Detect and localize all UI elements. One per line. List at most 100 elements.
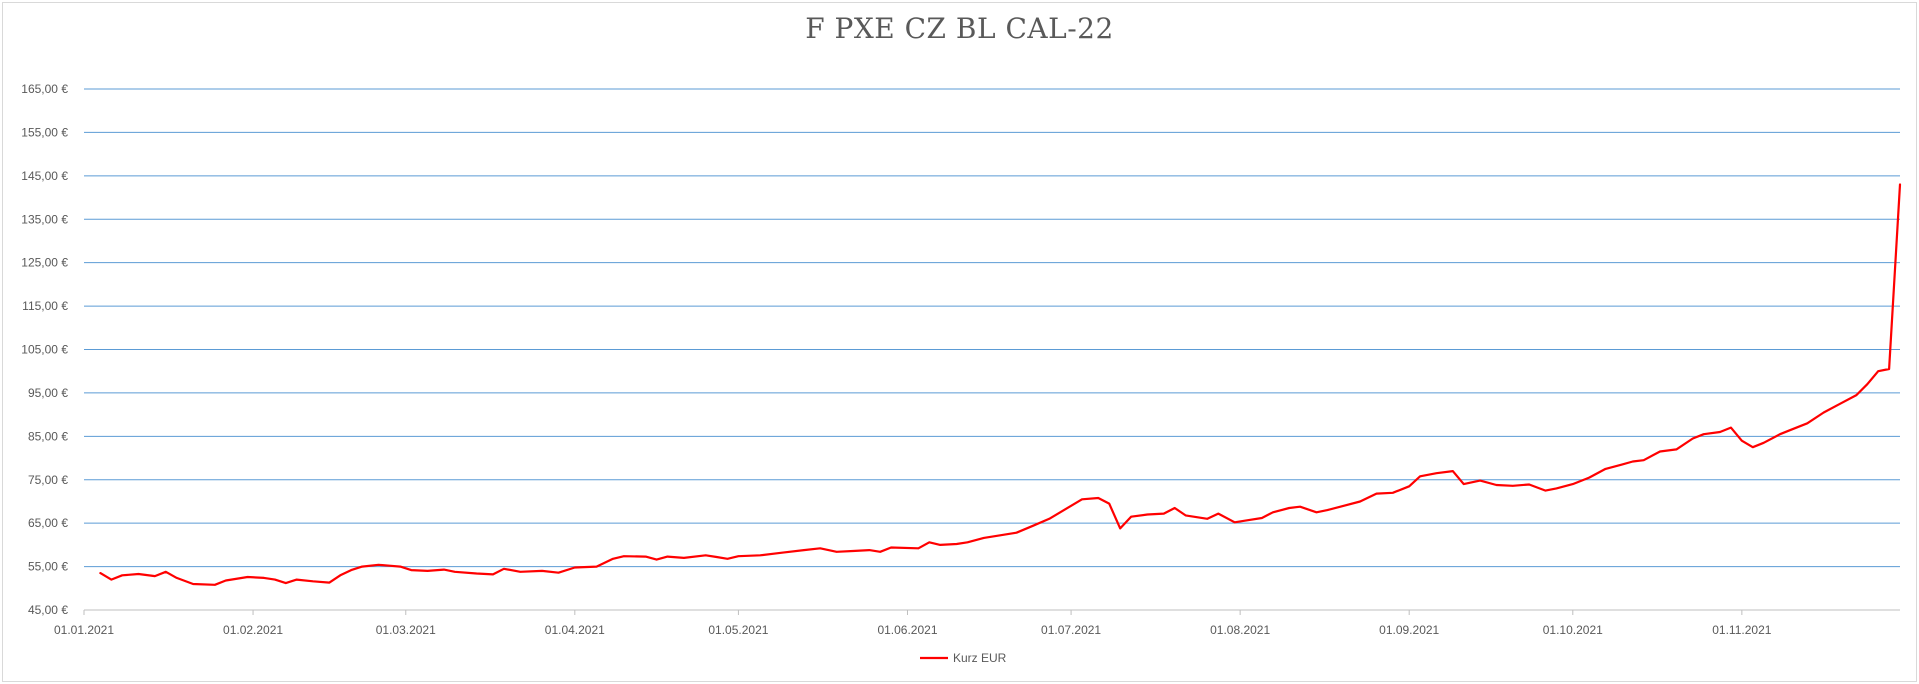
x-tick-label: 01.02.2021 (223, 623, 283, 637)
data-point (1059, 511, 1061, 514)
series-line (99, 183, 1902, 586)
data-point (1375, 492, 1378, 495)
data-point (1790, 429, 1792, 431)
data-point (175, 577, 178, 579)
x-tick-label: 01.04.2021 (545, 623, 605, 637)
data-point (165, 570, 167, 573)
y-tick-label: 55,00 € (28, 560, 68, 574)
data-point (1762, 442, 1765, 444)
data-point (454, 570, 456, 573)
data-point (781, 551, 783, 554)
data-point (1899, 183, 1901, 186)
data-point (1244, 519, 1247, 522)
data-point (1315, 511, 1318, 514)
x-tick-label: 01.11.2021 (1712, 623, 1771, 637)
data-point (1877, 370, 1879, 373)
data-point (557, 571, 560, 574)
data-point (1419, 475, 1421, 478)
data-point (1261, 517, 1263, 519)
data-point (1730, 426, 1732, 429)
data-point (1588, 476, 1590, 479)
data-point (492, 573, 494, 576)
y-tick-label: 65,00 € (28, 516, 68, 530)
data-point (388, 564, 391, 567)
y-tick-label: 105,00 € (21, 343, 68, 357)
data-point (852, 550, 854, 552)
x-tick-label: 01.06.2021 (877, 623, 937, 637)
data-point (224, 579, 227, 582)
data-point (983, 537, 985, 539)
data-point (1779, 433, 1781, 435)
x-tick-label: 01.09.2021 (1379, 623, 1439, 637)
data-point (426, 570, 429, 572)
data-point (644, 555, 647, 558)
data-point (1528, 483, 1530, 486)
data-point (350, 569, 353, 571)
data-point (361, 565, 363, 568)
data-point (121, 574, 123, 577)
x-tick-label: 01.10.2021 (1543, 623, 1603, 637)
y-tick-label: 75,00 € (28, 473, 68, 487)
data-point (192, 583, 194, 585)
data-point (1659, 450, 1661, 453)
data-point (410, 569, 413, 571)
data-point (868, 549, 871, 551)
data-point (939, 544, 941, 546)
data-point (1642, 459, 1645, 462)
data-point (819, 547, 822, 550)
data-point (726, 557, 729, 560)
data-point (1719, 431, 1721, 433)
data-point (1217, 512, 1220, 515)
data-point (917, 547, 920, 550)
data-point (1741, 439, 1743, 442)
data-point (759, 554, 762, 557)
data-point (519, 570, 522, 573)
data-point (377, 564, 380, 566)
y-tick-label: 45,00 € (28, 603, 68, 617)
data-point (666, 555, 669, 558)
data-point (928, 541, 931, 544)
data-point (1097, 497, 1100, 499)
x-tick-label: 01.08.2021 (1210, 623, 1270, 637)
data-point (1435, 472, 1438, 475)
data-point (803, 549, 805, 551)
data-point (1691, 437, 1694, 440)
data-point (1631, 460, 1634, 463)
data-point (339, 574, 342, 577)
data-point (1806, 422, 1809, 425)
data-point (1359, 500, 1361, 503)
data-point (999, 534, 1001, 537)
y-tick-label: 135,00 € (21, 212, 68, 226)
y-tick-label: 145,00 € (21, 169, 68, 183)
data-point (1032, 524, 1034, 527)
data-point (1544, 489, 1547, 492)
data-point (966, 541, 969, 544)
data-point (1130, 515, 1132, 518)
data-point (1866, 383, 1869, 386)
data-point (1119, 527, 1121, 530)
data-point (1555, 487, 1558, 490)
y-tick-label: 85,00 € (28, 429, 68, 443)
data-point (295, 578, 298, 581)
data-point (1342, 505, 1345, 507)
chart-title: F PXE CZ BL CAL-22 (805, 12, 1114, 45)
data-point (1751, 446, 1754, 448)
data-point (595, 565, 598, 568)
data-point (715, 556, 718, 558)
data-point (214, 584, 216, 586)
data-point (541, 570, 543, 572)
legend-label: Kurz EUR (953, 651, 1007, 665)
data-point (99, 572, 102, 574)
y-tick-label: 115,00 € (22, 299, 68, 313)
data-point (879, 551, 882, 553)
data-point (683, 557, 685, 559)
y-tick-label: 95,00 € (28, 386, 68, 400)
x-tick-label: 01.03.2021 (376, 623, 436, 637)
data-point (328, 581, 331, 584)
data-point (1299, 505, 1301, 508)
data-point (612, 557, 614, 560)
data-point (1108, 502, 1111, 505)
data-point (475, 572, 478, 575)
data-point (1675, 448, 1678, 451)
